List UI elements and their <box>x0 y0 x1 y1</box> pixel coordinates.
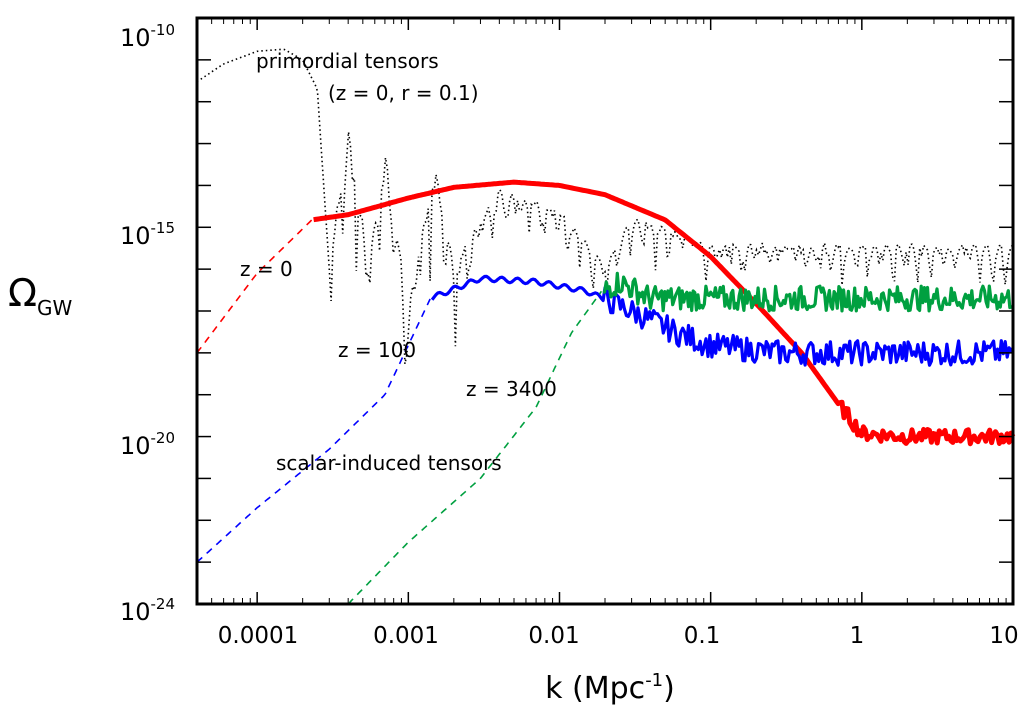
x-axis-label: k (Mpc-1) <box>545 670 675 706</box>
plot-frame <box>195 16 1015 606</box>
series-z100-dashed <box>196 298 431 563</box>
series-z0-dashed <box>196 219 313 354</box>
major-ticks <box>197 17 1014 605</box>
series-z3400-dashed <box>347 290 603 605</box>
x-tick-label: 0.001 <box>373 623 439 649</box>
x-tick-labels: 0.0001 0.001 0.01 0.1 1 10 <box>218 623 1019 649</box>
annotation-primordial: primordial tensors <box>256 49 439 73</box>
y-tick-label: 10-24 <box>120 595 175 626</box>
x-tick-label: 0.01 <box>528 623 579 649</box>
y-tick-label: 10-20 <box>120 429 175 460</box>
x-tick-label: 10 <box>989 623 1018 649</box>
annotation-primordial-params: (z = 0, r = 0.1) <box>328 81 479 105</box>
series-primordial-line <box>196 48 1014 365</box>
x-tick-label: 1 <box>850 623 865 649</box>
annotation-z100: z = 100 <box>338 338 416 362</box>
annotation-z3400: z = 3400 <box>466 377 557 401</box>
annotation-z0: z = 0 <box>240 257 293 281</box>
x-tick-label: 0.1 <box>684 623 721 649</box>
series-z0-line <box>313 179 1016 447</box>
y-tick-label: 10-10 <box>120 21 175 52</box>
y-axis-label: ΩGW <box>8 271 73 320</box>
y-tick-label: 10-15 <box>120 219 175 250</box>
annotation-scalar: scalar-induced tensors <box>276 451 502 475</box>
x-tick-label: 0.0001 <box>218 623 298 649</box>
annotations: primordial tensors (z = 0, r = 0.1) z = … <box>240 49 557 475</box>
series-layer <box>196 48 1016 605</box>
series-z3400-line <box>602 271 1014 313</box>
series-z100-line <box>430 274 1015 367</box>
minor-ticks <box>196 18 1007 604</box>
y-tick-labels: 10-10 10-15 10-20 10-24 <box>120 21 175 626</box>
